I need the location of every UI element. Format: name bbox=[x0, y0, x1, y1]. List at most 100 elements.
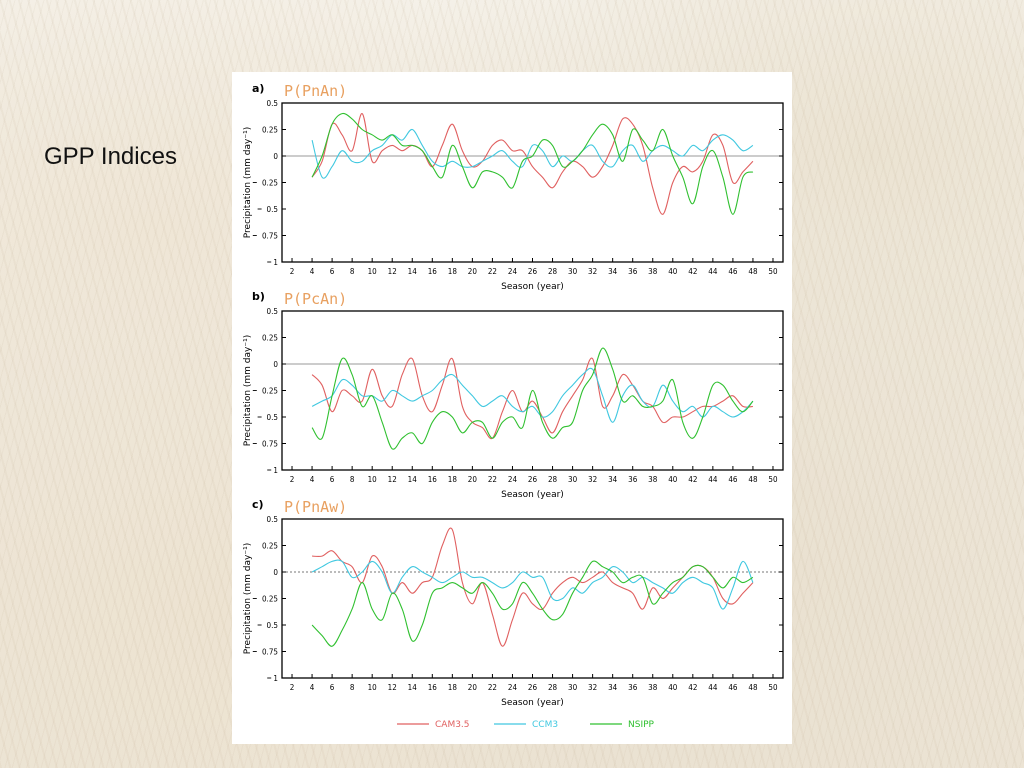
x-tick-label: 16 bbox=[428, 475, 438, 484]
x-tick-label: 14 bbox=[408, 267, 418, 276]
x-tick-label: 8 bbox=[350, 267, 355, 276]
y-axis-label: Precipitation (mm day⁻¹) bbox=[243, 127, 253, 238]
series-line-nsipp bbox=[311, 112, 754, 215]
x-tick-label: 10 bbox=[368, 267, 378, 276]
x-tick-label: 42 bbox=[688, 683, 697, 692]
series-line-nsipp bbox=[311, 560, 754, 647]
x-tick-label: 48 bbox=[748, 683, 758, 692]
legend-label: CCM3 bbox=[532, 720, 558, 730]
x-tick-label: 16 bbox=[428, 683, 438, 692]
y-tick-label: 0.5 bbox=[267, 515, 278, 524]
x-tick-label: 30 bbox=[568, 267, 578, 276]
x-axis-label: Season (year) bbox=[501, 698, 564, 708]
x-tick-label: 26 bbox=[528, 683, 538, 692]
panel-title: P(PnAw) bbox=[284, 498, 347, 516]
x-tick-label: 36 bbox=[628, 475, 638, 484]
x-tick-label: 46 bbox=[728, 475, 738, 484]
x-tick-label: 20 bbox=[468, 683, 478, 692]
x-tick-label: 28 bbox=[548, 267, 558, 276]
x-tick-label: 40 bbox=[668, 267, 678, 276]
x-tick-label: 32 bbox=[588, 475, 597, 484]
x-tick-label: 26 bbox=[528, 475, 538, 484]
x-tick-label: 2 bbox=[290, 683, 295, 692]
x-tick-label: 6 bbox=[330, 267, 335, 276]
x-tick-label: 46 bbox=[728, 683, 738, 692]
series-line-ccm3 bbox=[311, 128, 754, 179]
y-tick-label: 0.25 bbox=[262, 542, 278, 551]
x-tick-label: 50 bbox=[768, 683, 778, 692]
x-tick-label: 42 bbox=[688, 267, 697, 276]
x-tick-label: 10 bbox=[368, 683, 378, 692]
series-line-cam35 bbox=[312, 527, 754, 647]
slide-title: GPP Indices bbox=[44, 143, 177, 170]
x-tick-label: 36 bbox=[628, 683, 638, 692]
x-tick-label: 38 bbox=[648, 683, 658, 692]
x-tick-label: 2 bbox=[290, 475, 295, 484]
x-tick-label: 20 bbox=[468, 475, 478, 484]
x-tick-label: 34 bbox=[608, 267, 618, 276]
y-axis-label: Precipitation (mm day⁻¹) bbox=[243, 335, 253, 446]
y-tick-label: 0.25 bbox=[262, 387, 278, 396]
x-tick-label: 46 bbox=[728, 267, 738, 276]
x-tick-label: 18 bbox=[448, 267, 458, 276]
y-tick-label: 0.25 bbox=[262, 595, 278, 604]
x-tick-label: 22 bbox=[488, 267, 497, 276]
x-tick-label: 38 bbox=[648, 267, 658, 276]
x-tick-label: 24 bbox=[508, 683, 518, 692]
x-tick-label: 20 bbox=[468, 267, 478, 276]
x-tick-label: 36 bbox=[628, 267, 638, 276]
x-tick-label: 2 bbox=[290, 267, 295, 276]
x-tick-label: 6 bbox=[330, 475, 335, 484]
series-line-nsipp bbox=[311, 347, 754, 450]
y-tick-label: 0.25 bbox=[262, 334, 278, 343]
x-tick-label: 24 bbox=[508, 475, 518, 484]
legend: CAM3.5 CCM3 NSIPP bbox=[397, 720, 655, 730]
y-tick-label: 1 bbox=[273, 466, 278, 475]
panel-label: b) bbox=[252, 290, 265, 303]
panel-label: a) bbox=[252, 82, 264, 95]
x-tick-label: 30 bbox=[568, 683, 578, 692]
legend-label: CAM3.5 bbox=[435, 720, 470, 730]
y-tick-label: 1 bbox=[273, 674, 278, 683]
x-tick-label: 40 bbox=[668, 475, 678, 484]
x-tick-label: 22 bbox=[488, 475, 497, 484]
x-tick-label: 50 bbox=[768, 475, 778, 484]
series-line-cam35 bbox=[311, 357, 753, 440]
x-tick-label: 12 bbox=[388, 267, 397, 276]
x-tick-label: 22 bbox=[488, 683, 497, 692]
x-tick-label: 4 bbox=[310, 475, 315, 484]
x-tick-label: 28 bbox=[548, 683, 558, 692]
x-tick-label: 42 bbox=[688, 475, 697, 484]
y-tick-label: 0.5 bbox=[267, 413, 278, 422]
plot-frame bbox=[281, 102, 784, 263]
series-line-cam35 bbox=[311, 113, 754, 215]
x-tick-label: 14 bbox=[408, 475, 418, 484]
y-tick-label: 0.5 bbox=[267, 621, 278, 630]
y-tick-label: 0.75 bbox=[262, 232, 278, 241]
x-tick-label: 24 bbox=[508, 267, 518, 276]
x-tick-label: 40 bbox=[668, 683, 678, 692]
y-tick-label: 0.5 bbox=[267, 307, 278, 316]
y-tick-label: 0.75 bbox=[262, 440, 278, 449]
x-tick-label: 16 bbox=[428, 267, 438, 276]
x-tick-label: 34 bbox=[608, 475, 618, 484]
y-tick-label: 0 bbox=[273, 152, 278, 161]
y-tick-label: 0 bbox=[273, 568, 278, 577]
x-tick-label: 44 bbox=[708, 475, 718, 484]
x-tick-label: 4 bbox=[310, 267, 315, 276]
panel-title: P(PnAn) bbox=[284, 82, 347, 100]
x-axis-label: Season (year) bbox=[501, 490, 564, 500]
plot-frame bbox=[281, 518, 784, 679]
panel-label: c) bbox=[252, 498, 264, 511]
panel-title: P(PcAn) bbox=[284, 290, 347, 308]
figure-panel: a) P(PnAn) 0.5 0.25 0 0.25 0.5 0.75 1 2 4 6 8 10 12 14 1… bbox=[232, 72, 792, 744]
x-tick-label: 44 bbox=[708, 267, 718, 276]
legend-label: NSIPP bbox=[628, 720, 655, 730]
x-tick-label: 26 bbox=[528, 267, 538, 276]
x-tick-label: 6 bbox=[330, 683, 335, 692]
x-tick-label: 30 bbox=[568, 475, 578, 484]
x-tick-label: 34 bbox=[608, 683, 618, 692]
x-tick-label: 14 bbox=[408, 683, 418, 692]
